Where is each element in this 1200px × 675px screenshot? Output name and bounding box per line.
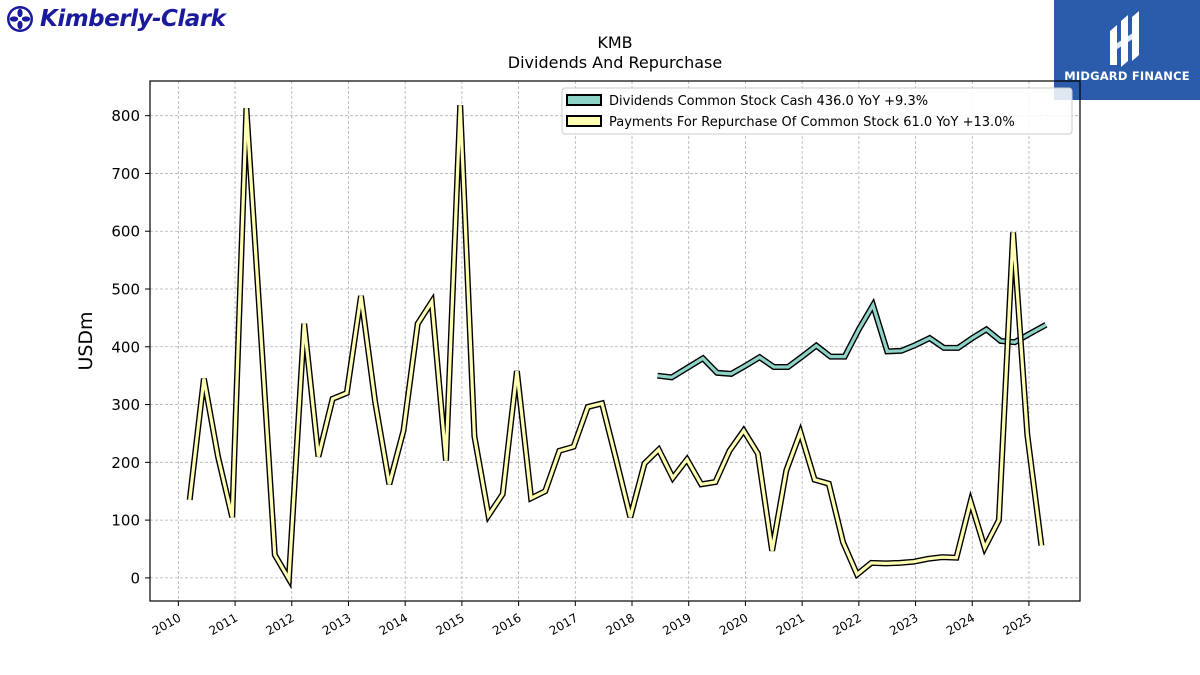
y-tick-label: 700 (111, 165, 140, 183)
plot-frame (149, 80, 1081, 602)
y-tick-label: 600 (111, 223, 140, 241)
x-tick-label: 2014 (377, 611, 410, 638)
x-tick-label: 2020 (717, 611, 750, 638)
x-tick-label: 2017 (547, 611, 580, 638)
x-tick-label: 2011 (207, 611, 240, 638)
x-tick-label: 2013 (320, 611, 353, 638)
y-tick-label: 500 (111, 281, 140, 299)
x-tick-label: 2025 (1001, 611, 1034, 638)
series-lines (186, 105, 1048, 590)
x-tick-label: 2012 (263, 611, 296, 638)
legend-swatch (566, 94, 602, 106)
chart-title: KMB (597, 33, 632, 52)
x-tick-label: 2021 (774, 611, 807, 638)
chart-subtitle: Dividends And Repurchase (508, 53, 722, 72)
x-tick-label: 2010 (150, 611, 183, 638)
x-tick-label: 2015 (433, 611, 466, 638)
y-tick-label: 300 (111, 396, 140, 414)
midgard-finance-logo: MIDGARD FINANCE (1054, 0, 1200, 100)
series-line (657, 301, 1047, 380)
kimberly-clark-emblem-icon (7, 6, 33, 32)
midgard-finance-emblem-icon (1110, 11, 1139, 67)
y-tick-label: 800 (111, 107, 140, 125)
y-tick-label: 0 (130, 569, 140, 587)
legend-box (561, 87, 1073, 135)
x-tick-label: 2018 (604, 611, 637, 638)
series-line-outline (186, 105, 1045, 590)
series-line (188, 105, 1043, 585)
legend: Dividends Common Stock Cash 436.0 YoY +9… (561, 87, 1073, 135)
legend-label: Payments For Repurchase Of Common Stock … (609, 115, 1015, 130)
y-axis-label: USDm (75, 311, 97, 370)
y-tick-label: 400 (111, 338, 140, 356)
y-tick-label: 100 (111, 512, 140, 530)
legend-label: Dividends Common Stock Cash 436.0 YoY +9… (609, 94, 928, 109)
kimberly-clark-wordmark: Kimberly-Clark (40, 6, 226, 32)
x-tick-label: 2023 (887, 611, 920, 638)
x-tick-label: 2016 (490, 611, 523, 638)
y-tick-label: 200 (111, 454, 140, 472)
x-tick-label: 2022 (830, 611, 863, 638)
y-axis: 0 100 200 300 400 500 600 700 800 (111, 107, 150, 587)
midgard-finance-wordmark: MIDGARD FINANCE (1064, 69, 1190, 83)
legend-swatch (566, 115, 602, 127)
kimberly-clark-logo: Kimberly-Clark (6, 4, 226, 34)
x-axis: 2010 2011 2012 2013 2014 2015 2016 2017 2018 2019… (150, 601, 1034, 638)
x-tick-label: 2019 (660, 611, 693, 638)
x-tick-label: 2024 (944, 611, 977, 638)
